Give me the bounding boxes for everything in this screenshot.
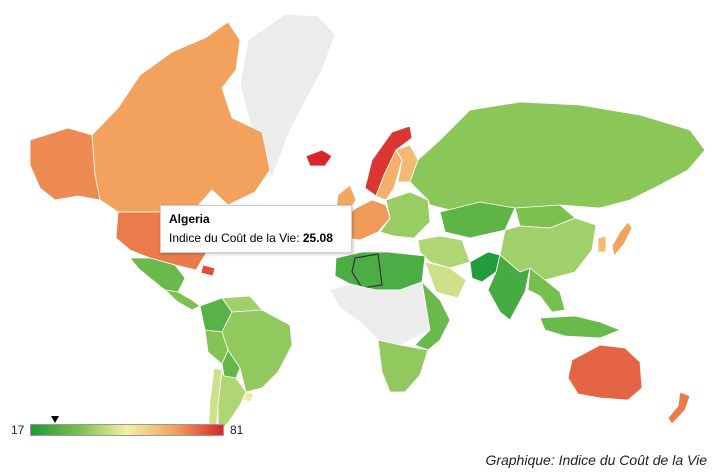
tooltip-value: 25.08 (302, 231, 333, 245)
region-argentina[interactable] (217, 370, 247, 437)
region-central-america[interactable] (163, 289, 201, 311)
world-map[interactable] (0, 0, 719, 440)
legend-color-scale (30, 424, 224, 436)
legend-min-label: 17 (11, 423, 25, 437)
region-canada[interactable] (91, 21, 271, 213)
region-southeast-asia[interactable] (527, 267, 566, 313)
region-saudi-arabia[interactable] (424, 261, 467, 299)
legend-value-marker (51, 416, 59, 423)
region-india[interactable] (487, 254, 531, 321)
map-tooltip: Algeria Indice du Coût de la Vie: 25.08 (160, 205, 352, 253)
legend-max-label: 81 (230, 423, 244, 437)
chart-caption: Graphique: Indice du Coût de la Vie (485, 452, 707, 468)
region-eastern-europe[interactable] (379, 191, 431, 239)
region-japan[interactable] (611, 221, 633, 257)
region-southern-africa[interactable] (377, 339, 429, 393)
region-bolivia[interactable] (221, 349, 241, 379)
region-uruguay[interactable] (242, 391, 255, 403)
tooltip-country: Algeria (169, 212, 210, 226)
region-iceland[interactable] (305, 149, 333, 167)
region-algeria[interactable] (351, 253, 383, 289)
region-new-zealand[interactable] (667, 391, 691, 425)
region-russia[interactable] (409, 101, 706, 211)
region-indonesia[interactable] (539, 315, 622, 339)
region-alaska[interactable] (29, 127, 101, 201)
region-middle-east[interactable] (417, 235, 471, 269)
region-east-africa[interactable] (414, 280, 451, 351)
region-south-korea[interactable] (597, 235, 607, 253)
tooltip-row: Indice du Coût de la Vie: 25.08 (169, 231, 343, 245)
region-greenland[interactable] (239, 13, 336, 179)
tooltip-label: Indice du Coût de la Vie: (169, 231, 303, 245)
region-bahamas[interactable] (200, 264, 216, 277)
region-australia[interactable] (567, 344, 643, 401)
